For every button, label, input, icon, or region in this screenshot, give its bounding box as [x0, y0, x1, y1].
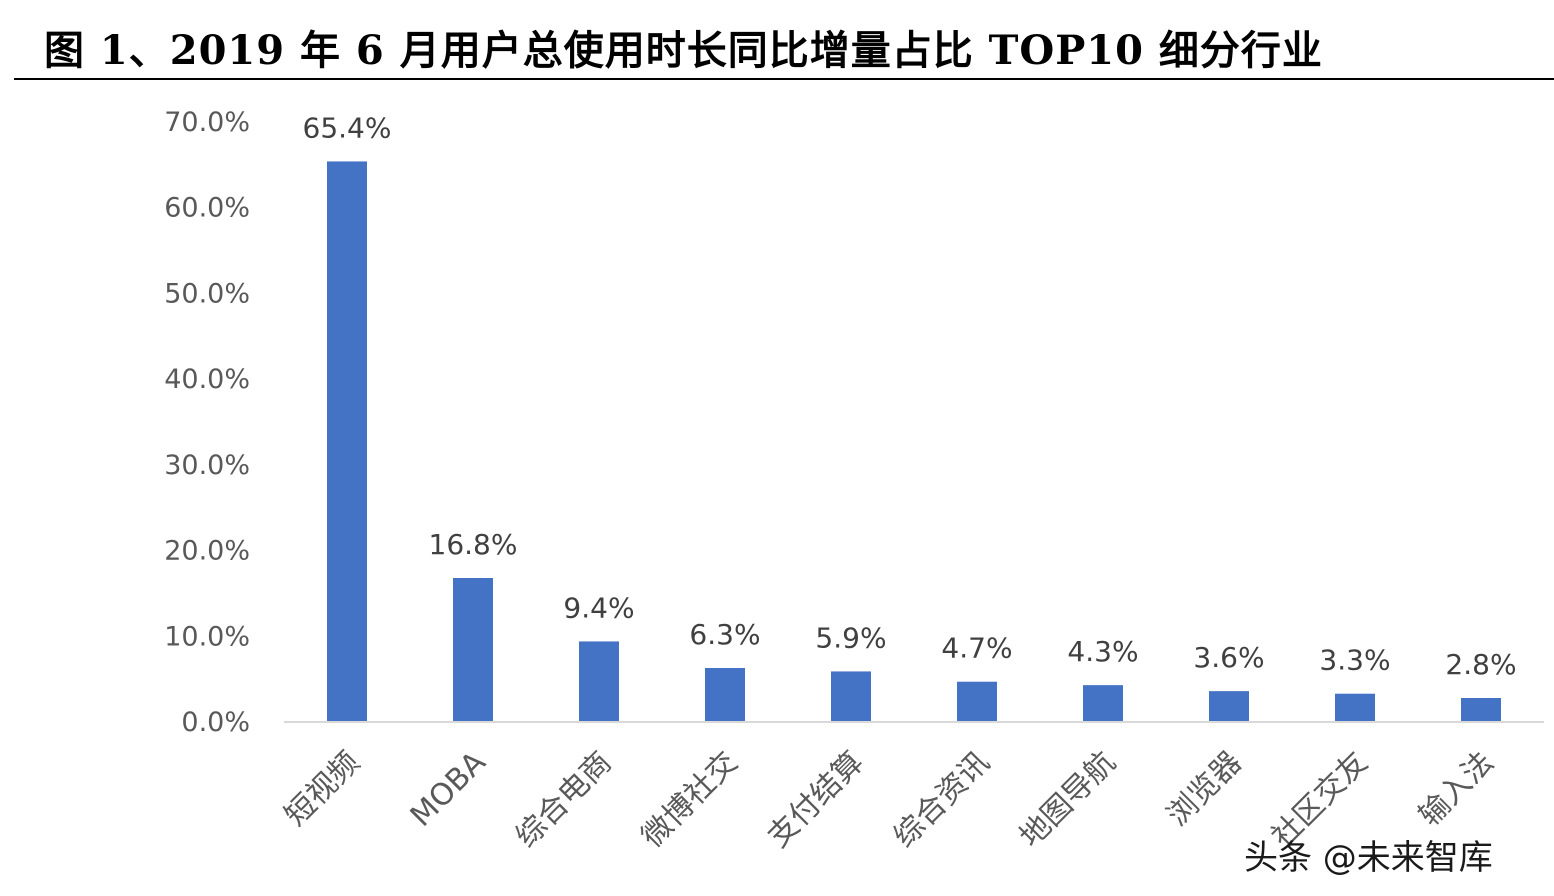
y-tick-label: 50.0% — [164, 278, 250, 309]
data-label: 4.7% — [941, 632, 1012, 665]
bar — [579, 641, 619, 722]
x-tick-label: 微博社交 — [635, 745, 745, 855]
x-tick-label: 短视频 — [278, 745, 366, 833]
data-label: 6.3% — [689, 618, 760, 651]
y-axis-ticks: 0.0% 10.0% 20.0% 30.0% 40.0% 50.0% 60.0% 70.0% — [164, 107, 250, 738]
title-rule — [14, 78, 1554, 80]
data-label: 3.6% — [1193, 641, 1264, 674]
bar — [1461, 698, 1501, 722]
data-label: 9.4% — [563, 591, 634, 624]
y-tick-label: 70.0% — [164, 107, 250, 138]
x-tick-label: MOBA — [404, 745, 493, 834]
bar — [1335, 693, 1375, 722]
y-tick-label: 40.0% — [164, 364, 250, 395]
y-tick-label: 0.0% — [181, 707, 250, 738]
figure-title: 图 1、2019 年 6 月用户总使用时长同比增量占比 TOP10 细分行业 — [44, 27, 1323, 74]
bar — [1209, 691, 1249, 722]
x-tick-label: 地图导航 — [1013, 745, 1123, 855]
data-labels: 65.4% 16.8% 9.4% 6.3% 5.9% 4.7% 4.3% 3.6% 3.3% 2.… — [303, 111, 1517, 681]
y-tick-label: 30.0% — [164, 450, 250, 481]
x-tick-label: 综合资讯 — [887, 745, 997, 855]
bar — [453, 578, 493, 722]
bar — [705, 668, 745, 722]
data-label: 3.3% — [1319, 644, 1390, 677]
x-tick-label: 输入法 — [1412, 745, 1500, 833]
bar — [957, 681, 997, 722]
bar — [327, 161, 367, 722]
y-tick-label: 60.0% — [164, 193, 250, 224]
y-tick-label: 10.0% — [164, 621, 250, 652]
bar — [1083, 685, 1123, 722]
data-label: 4.3% — [1067, 635, 1138, 668]
y-tick-label: 20.0% — [164, 536, 250, 567]
data-label: 65.4% — [303, 111, 392, 144]
data-label: 16.8% — [429, 528, 518, 561]
watermark-text: 头条 @未来智库 — [1244, 838, 1493, 878]
x-tick-label: 支付结算 — [761, 745, 871, 855]
x-tick-label: 浏览器 — [1160, 745, 1248, 833]
x-tick-label: 综合电商 — [509, 745, 619, 855]
data-label: 2.8% — [1445, 648, 1516, 681]
bar-series — [327, 161, 1501, 722]
bar — [831, 671, 871, 722]
data-label: 5.9% — [815, 621, 886, 654]
